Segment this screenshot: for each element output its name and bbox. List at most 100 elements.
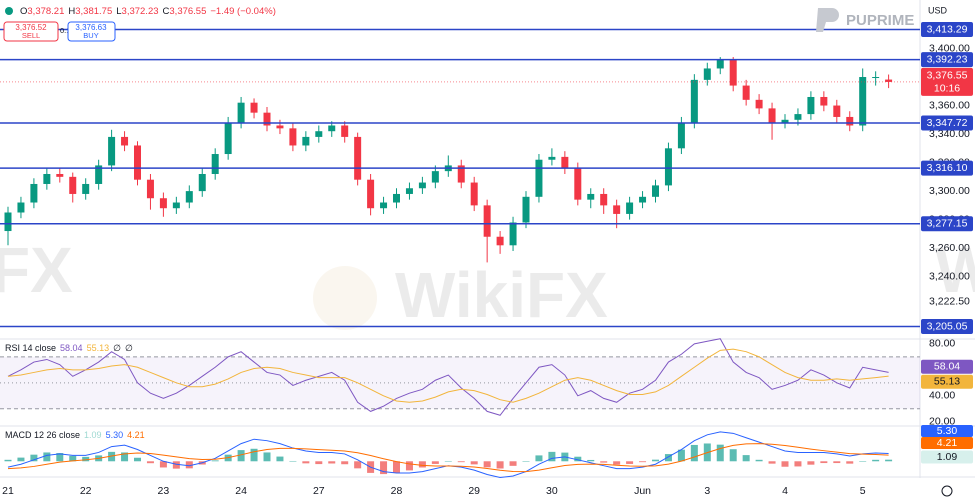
buy-button[interactable]: 3,376.63 BUY [67,21,116,42]
candle-body [561,156,569,169]
buy-price[interactable]: 3,376.63 [75,23,107,32]
histogram-bar [755,459,763,462]
candle-body [159,198,167,209]
candle-body [587,193,595,200]
countdown: 10:16 [934,83,960,95]
watermark-text: WikiFX [395,259,608,331]
histogram-bar [159,461,167,468]
indicator-title: MACD 12 26 close [5,430,80,440]
level-label-box [921,319,973,335]
y-tick-label: 20.00 [929,416,955,428]
current-label: 1.09 [937,451,958,463]
watermark-text: WikiFX [0,234,73,306]
histogram-bar [768,461,776,464]
ohlc-key: L [116,6,121,17]
sell-button[interactable]: 3,376.52 SELL [3,21,59,42]
candle-body [367,179,375,209]
candle-body [250,102,258,113]
candle-body [664,148,672,186]
candle-body [69,176,77,194]
histogram-bar [380,461,388,475]
candle-body [833,105,841,117]
buy-box[interactable] [67,21,116,42]
histogram-bar [302,461,310,464]
candle-body [302,136,310,146]
histogram-bar [716,444,724,462]
legend-value: 55.13 [87,343,110,353]
histogram-bar [315,461,323,465]
candle-body [548,156,556,160]
candle-body [56,173,64,177]
candle-body [172,202,180,209]
candle-body [859,77,867,126]
histogram-bar [639,461,647,463]
candle-body [276,125,284,129]
brand: PUPRIME [816,8,914,32]
ohlc-key: H [68,6,75,17]
legend-value: 4.21 [127,430,145,440]
settings-icon[interactable] [941,485,953,497]
candle-body [341,125,349,137]
candle-body [198,173,206,192]
histogram-bar [677,449,685,462]
candle-body [405,188,413,194]
indicator-line [7,443,889,473]
indicator-legend: RSI 14 close 58.04 55.13 ∅ ∅ [5,343,133,353]
ohlc-value: 3,372.23 [122,6,159,17]
sell-label[interactable]: SELL [22,31,40,40]
watermark-logo [313,266,377,330]
level-label: 3,413.29 [927,23,968,35]
candle-body [600,193,608,206]
watermark-text: WikiFX [935,234,975,306]
histogram-bar [276,456,284,462]
histogram-bar [664,454,672,462]
indicator-line [7,348,889,403]
histogram-bar [496,461,504,469]
x-tick-label: 22 [80,485,92,497]
level-label: 3,392.23 [927,53,968,65]
brand-logo [816,8,839,32]
histogram-bar [781,461,789,467]
candle-body [496,236,504,246]
histogram-bar [613,461,621,465]
last-price: 3,376.55 [927,70,968,82]
legend-value: 58.04 [60,343,83,353]
buy-label[interactable]: BUY [83,31,98,40]
indicator-legend: MACD 12 26 close 1.09 5.30 4.21 [5,430,145,440]
candle-body [393,193,400,203]
current-label: 55.13 [934,376,960,388]
candle-body [354,136,362,180]
current-label: 58.04 [934,361,960,373]
sell-box[interactable] [3,21,59,42]
histogram-bar [574,456,582,462]
current-label-box [921,437,973,449]
histogram-bar [146,461,154,464]
candle-body [224,122,232,155]
candle-body [690,79,698,123]
candle-body [652,185,659,197]
candle-body [522,196,530,223]
candle-body [95,165,103,184]
x-tick-label: 30 [546,485,558,497]
candle-body [872,77,880,79]
candle-body [820,96,828,106]
candle-body [729,59,737,86]
candle-body [17,202,25,213]
ohlc-value: 3,376.55 [169,6,206,17]
candle-body [134,145,141,180]
x-tick-label: 29 [468,485,480,497]
level-label: 3,347.72 [927,117,968,129]
histogram-bar [885,459,893,462]
histogram-bar [690,444,698,462]
legend-value: 5.30 [106,430,124,440]
legend-value: 1.09 [84,430,102,440]
current-label-box [921,374,973,389]
histogram-bar [172,461,180,469]
sell-price[interactable]: 3,376.52 [15,23,47,32]
level-label-box [921,216,973,232]
ohlc-legend: O3,378.21 H3,381.75 L3,372.23 C3,376.55 −1.4… [20,6,276,17]
candle-body [846,116,854,126]
x-tick-label: 4 [782,485,788,497]
histogram-bar [211,460,219,462]
histogram-bar [535,455,543,462]
